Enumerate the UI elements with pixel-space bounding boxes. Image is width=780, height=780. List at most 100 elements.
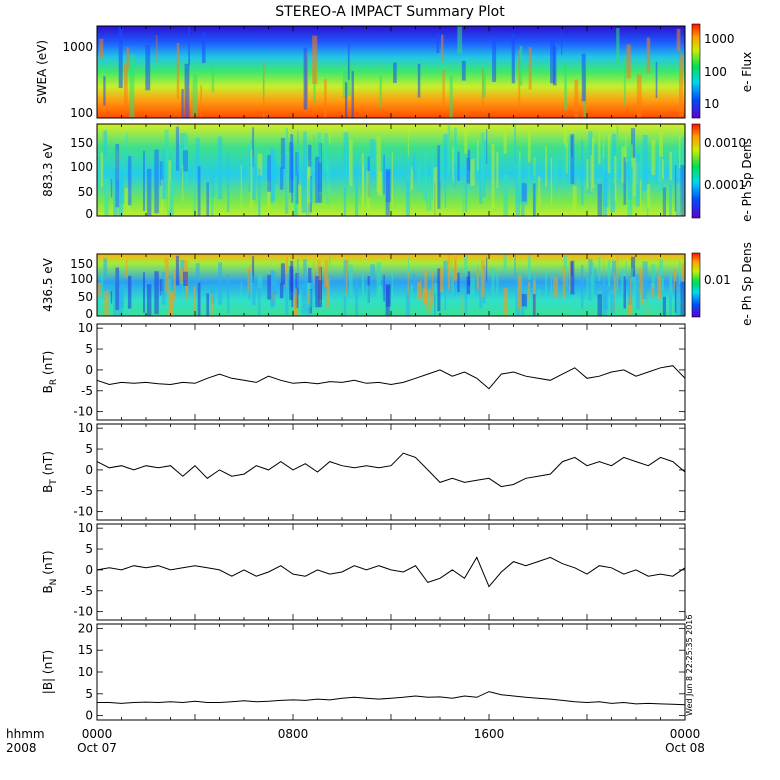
spectrogram-streak bbox=[290, 260, 294, 292]
spectrogram-streak bbox=[391, 152, 393, 207]
spectrogram-streak bbox=[656, 275, 662, 300]
spectrogram-streak bbox=[379, 74, 382, 107]
spectrogram-streak bbox=[315, 276, 320, 308]
spectrogram-streak bbox=[477, 264, 479, 286]
spectrogram-streak bbox=[628, 279, 632, 305]
spectrogram-streak bbox=[602, 285, 608, 316]
spectrogram-streak bbox=[308, 144, 312, 167]
spectrogram-streak bbox=[324, 79, 327, 118]
spectrogram-streak bbox=[561, 29, 563, 55]
spectrogram-streak bbox=[326, 278, 330, 308]
swea-colorbar-tick: 10 bbox=[704, 97, 719, 111]
spectrogram-streak bbox=[462, 294, 464, 316]
spectrogram-streak bbox=[627, 297, 633, 316]
spectrogram-streak bbox=[124, 64, 128, 108]
spectrogram-streak bbox=[452, 269, 454, 293]
spectrogram-streak bbox=[613, 273, 616, 312]
spectrogram-streak bbox=[173, 147, 176, 195]
spectrogram-streak bbox=[467, 149, 471, 171]
spectrogram-streak bbox=[407, 149, 409, 192]
swea-colorbar-tick: 1000 bbox=[704, 32, 735, 46]
spectrogram-streak bbox=[451, 131, 453, 172]
spectrogram-streak bbox=[442, 69, 445, 112]
spectrogram-streak bbox=[181, 89, 184, 118]
br-ytick-label: 5 bbox=[85, 342, 93, 356]
spectrogram-streak bbox=[447, 125, 451, 177]
spectrogram-streak bbox=[457, 272, 460, 293]
br-ytick-label: -10 bbox=[73, 405, 93, 419]
spectrogram-streak bbox=[673, 146, 677, 177]
spectrogram-streak bbox=[527, 125, 531, 163]
spectrogram-streak bbox=[145, 44, 151, 91]
bt-ytick-label: 10 bbox=[78, 421, 93, 435]
spectrogram-streak bbox=[426, 293, 428, 313]
spectrogram-streak bbox=[267, 155, 271, 192]
spectrogram-streak bbox=[623, 157, 626, 205]
spectrogram-streak bbox=[568, 135, 571, 179]
spectrogram-streak bbox=[110, 179, 113, 198]
time-tick-date: Oct 08 bbox=[665, 741, 705, 755]
bn-ylabel-sub: N bbox=[49, 579, 59, 586]
spectrogram-streak bbox=[113, 283, 118, 316]
pad883-colorbar-label: e- Ph Sp Dens bbox=[740, 138, 754, 222]
spectrogram-streak bbox=[301, 172, 307, 213]
spectrogram-streak bbox=[433, 167, 438, 216]
spectrogram-streak bbox=[126, 47, 129, 70]
spectrogram-streak bbox=[383, 274, 385, 302]
bn-ytick-label: 0 bbox=[85, 563, 93, 577]
spectrogram-streak bbox=[674, 281, 677, 313]
spectrogram-streak bbox=[464, 183, 468, 213]
time-tick-hhmm: 0000 bbox=[670, 727, 701, 741]
spectrogram-streak bbox=[405, 292, 410, 316]
spectrogram-streak bbox=[669, 184, 672, 216]
spectrogram-streak bbox=[570, 260, 575, 295]
pad883-colorbar-tick: 0.0010 bbox=[704, 136, 746, 150]
spectrogram-streak bbox=[210, 294, 214, 316]
spectrogram-streak bbox=[449, 75, 453, 118]
bt-ylabel-unit: (nT) bbox=[41, 451, 55, 479]
spectrogram-streak bbox=[564, 63, 567, 110]
spectrogram-streak bbox=[250, 263, 253, 278]
spectrogram-streak bbox=[370, 264, 376, 278]
spectrogram-streak bbox=[568, 261, 571, 291]
spectrogram-streak bbox=[433, 283, 438, 316]
spectrogram-streak bbox=[631, 267, 633, 284]
spectrogram-streak bbox=[279, 283, 284, 299]
spectrogram-streak bbox=[611, 260, 616, 280]
spectrogram-streak bbox=[616, 125, 619, 180]
br-ylabel-sub: R bbox=[49, 379, 59, 385]
spectrogram-streak bbox=[124, 297, 130, 316]
spectrogram-streak bbox=[104, 290, 109, 316]
bmag-ytick-label: 5 bbox=[85, 687, 93, 701]
spectrogram-streak bbox=[503, 254, 507, 275]
pad883-colorbar-tick: 0.0001 bbox=[704, 178, 746, 192]
pad436-ytick-label: 50 bbox=[78, 290, 93, 304]
pad883-ylabel: 883.3 eV bbox=[41, 142, 55, 197]
spectrogram-streak bbox=[252, 276, 256, 306]
spectrogram-streak bbox=[650, 283, 655, 298]
spectrogram-streak bbox=[257, 153, 263, 176]
spectrogram-streak bbox=[195, 263, 200, 293]
spectrogram-streak bbox=[538, 289, 541, 310]
spectrogram-streak bbox=[503, 124, 507, 154]
bt-ylabel: BT (nT) bbox=[41, 451, 59, 493]
bmag-panel: 0 5 10 15 20 |B| (nT) bbox=[41, 621, 686, 723]
spectrogram-streak bbox=[581, 265, 584, 309]
spectrogram-streak bbox=[143, 151, 145, 212]
spectrogram-streak bbox=[188, 26, 190, 65]
spectrogram-streak bbox=[250, 138, 253, 160]
spectrogram-streak bbox=[248, 271, 251, 300]
spectrogram-streak bbox=[420, 161, 422, 190]
spectrogram-streak bbox=[100, 273, 104, 297]
spectrogram-streak bbox=[532, 183, 536, 216]
spectrogram-streak bbox=[417, 63, 421, 98]
spectrogram-streak bbox=[115, 144, 120, 208]
spectrogram-streak bbox=[457, 26, 463, 54]
spectrogram-streak bbox=[428, 288, 432, 313]
spectrogram-streak bbox=[678, 134, 681, 168]
bn-frame bbox=[96, 523, 686, 621]
spectrogram-streak bbox=[646, 37, 651, 73]
spectrogram-streak bbox=[147, 284, 152, 316]
pad883-texture bbox=[97, 124, 686, 216]
bt-ytick-label: 5 bbox=[85, 442, 93, 456]
